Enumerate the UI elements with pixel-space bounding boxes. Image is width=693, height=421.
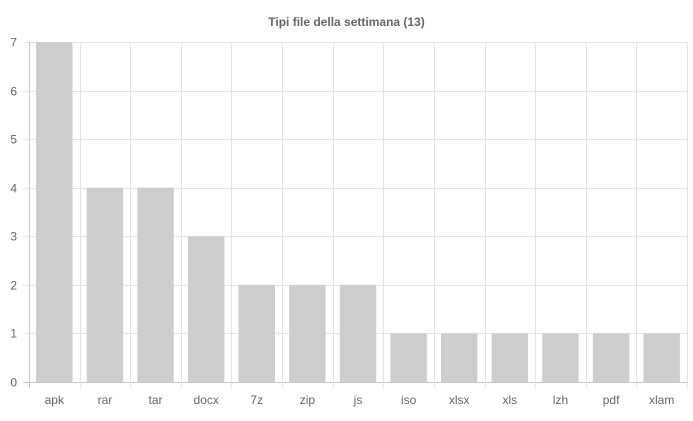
x-tick-label-xlam: xlam (649, 393, 674, 407)
bar-xlsx (441, 333, 478, 382)
y-axis-tick-labels: 0 1 2 3 4 5 6 7 (10, 36, 17, 390)
x-tick-label-xlsx: xlsx (449, 393, 470, 407)
x-axis-tick-labels: apk rar tar docx 7z zip js iso xlsx xls lzh pdf xlam (45, 393, 675, 407)
bar-iso (390, 333, 427, 382)
x-tick-label-lzh: lzh (553, 393, 568, 407)
bar-js (339, 284, 377, 382)
bar-rar (86, 187, 124, 382)
bar-7z (238, 284, 275, 382)
x-tick-label-js: js (353, 393, 363, 407)
bar-xls (491, 333, 529, 382)
bar-docx (187, 236, 225, 382)
bar-lzh (542, 333, 579, 382)
x-tick-label-7z: 7z (250, 393, 263, 407)
x-tick-label-apk: apk (45, 393, 65, 407)
bar-pdf (592, 333, 630, 382)
y-tick-label: 1 (10, 327, 17, 341)
y-tick-label: 2 (10, 279, 17, 293)
chart-grid (23, 42, 688, 388)
x-tick-label-xls: xls (503, 393, 518, 407)
x-tick-label-pdf: pdf (603, 393, 620, 407)
bar-tar (137, 187, 174, 382)
x-tick-label-tar: tar (149, 393, 163, 407)
chart-title: Tipi file della settimana (13) (268, 15, 425, 29)
y-tick-label: 3 (10, 230, 17, 244)
bar-zip (289, 284, 326, 382)
x-tick-label-zip: zip (300, 393, 316, 407)
x-tick-label-iso: iso (401, 393, 417, 407)
y-tick-label: 6 (10, 85, 17, 99)
x-tick-label-rar: rar (98, 393, 113, 407)
y-tick-label: 4 (10, 182, 17, 196)
y-tick-label: 7 (10, 36, 17, 50)
bar-xlam (643, 333, 680, 382)
y-tick-label: 5 (10, 133, 17, 147)
x-tick-label-docx: docx (193, 393, 218, 407)
bar-apk (36, 42, 73, 382)
chart-bars (36, 42, 680, 382)
y-tick-label: 0 (10, 376, 17, 390)
